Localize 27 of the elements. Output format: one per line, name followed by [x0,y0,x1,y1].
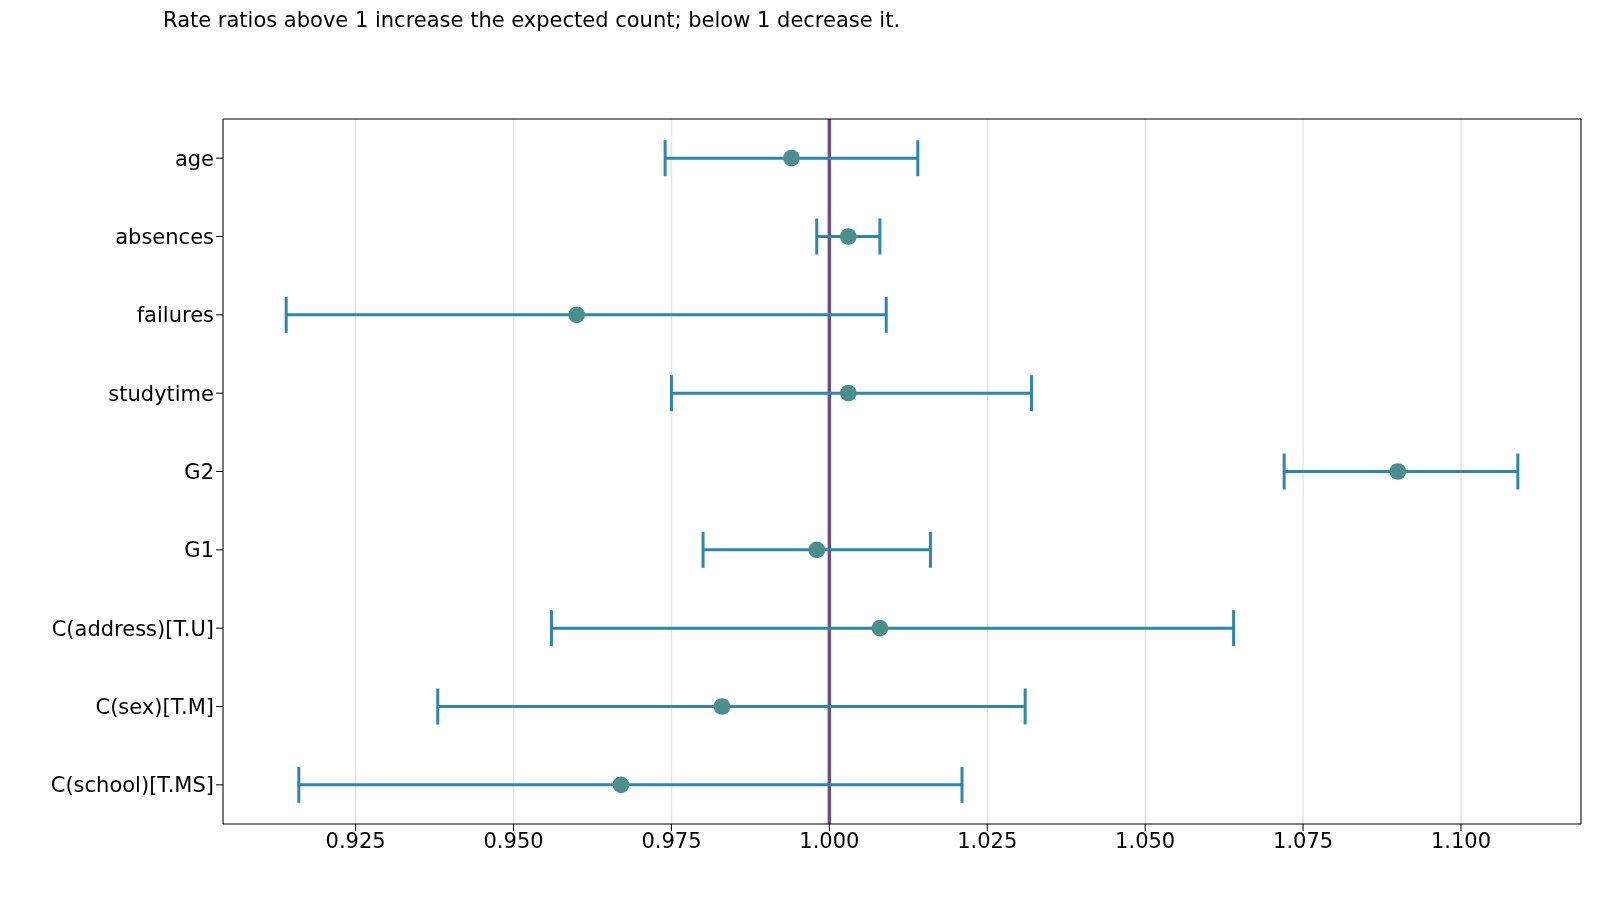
point [612,776,630,794]
x-tick-label: 0.975 [641,828,702,853]
y-tick-label: age [174,146,214,171]
x-tick-label: 1.100 [1430,828,1492,853]
x-tick-label: 1.075 [1273,828,1334,853]
chart-subtitle: Rate ratios above 1 increase the expected count; below 1 decrease it. [162,8,902,34]
y-tick-label: G1 [184,538,214,563]
point [839,228,857,245]
x-tick-label: 1.025 [957,828,1018,853]
y-tick-label: absences [115,224,214,249]
y-tick-label: C(school)[T.MS] [50,773,214,798]
y-tick-label: C(sex)[T.M] [95,694,214,719]
point [871,619,889,637]
x-tick-label: 0.925 [325,828,386,853]
point [839,384,857,402]
point [568,306,586,324]
y-tick-label: G2 [184,459,214,484]
point [1389,463,1407,480]
point [783,149,800,167]
y-tick-label: failures [136,303,214,328]
y-tick-label: C(address)[T.U] [51,616,214,641]
x-tick-label: 1.000 [799,828,860,853]
x-tick-label: 1.050 [1115,828,1176,853]
point [713,698,731,715]
x-tick-label: 0.950 [483,828,544,853]
point [808,541,826,559]
y-tick-label: studytime [108,381,214,406]
